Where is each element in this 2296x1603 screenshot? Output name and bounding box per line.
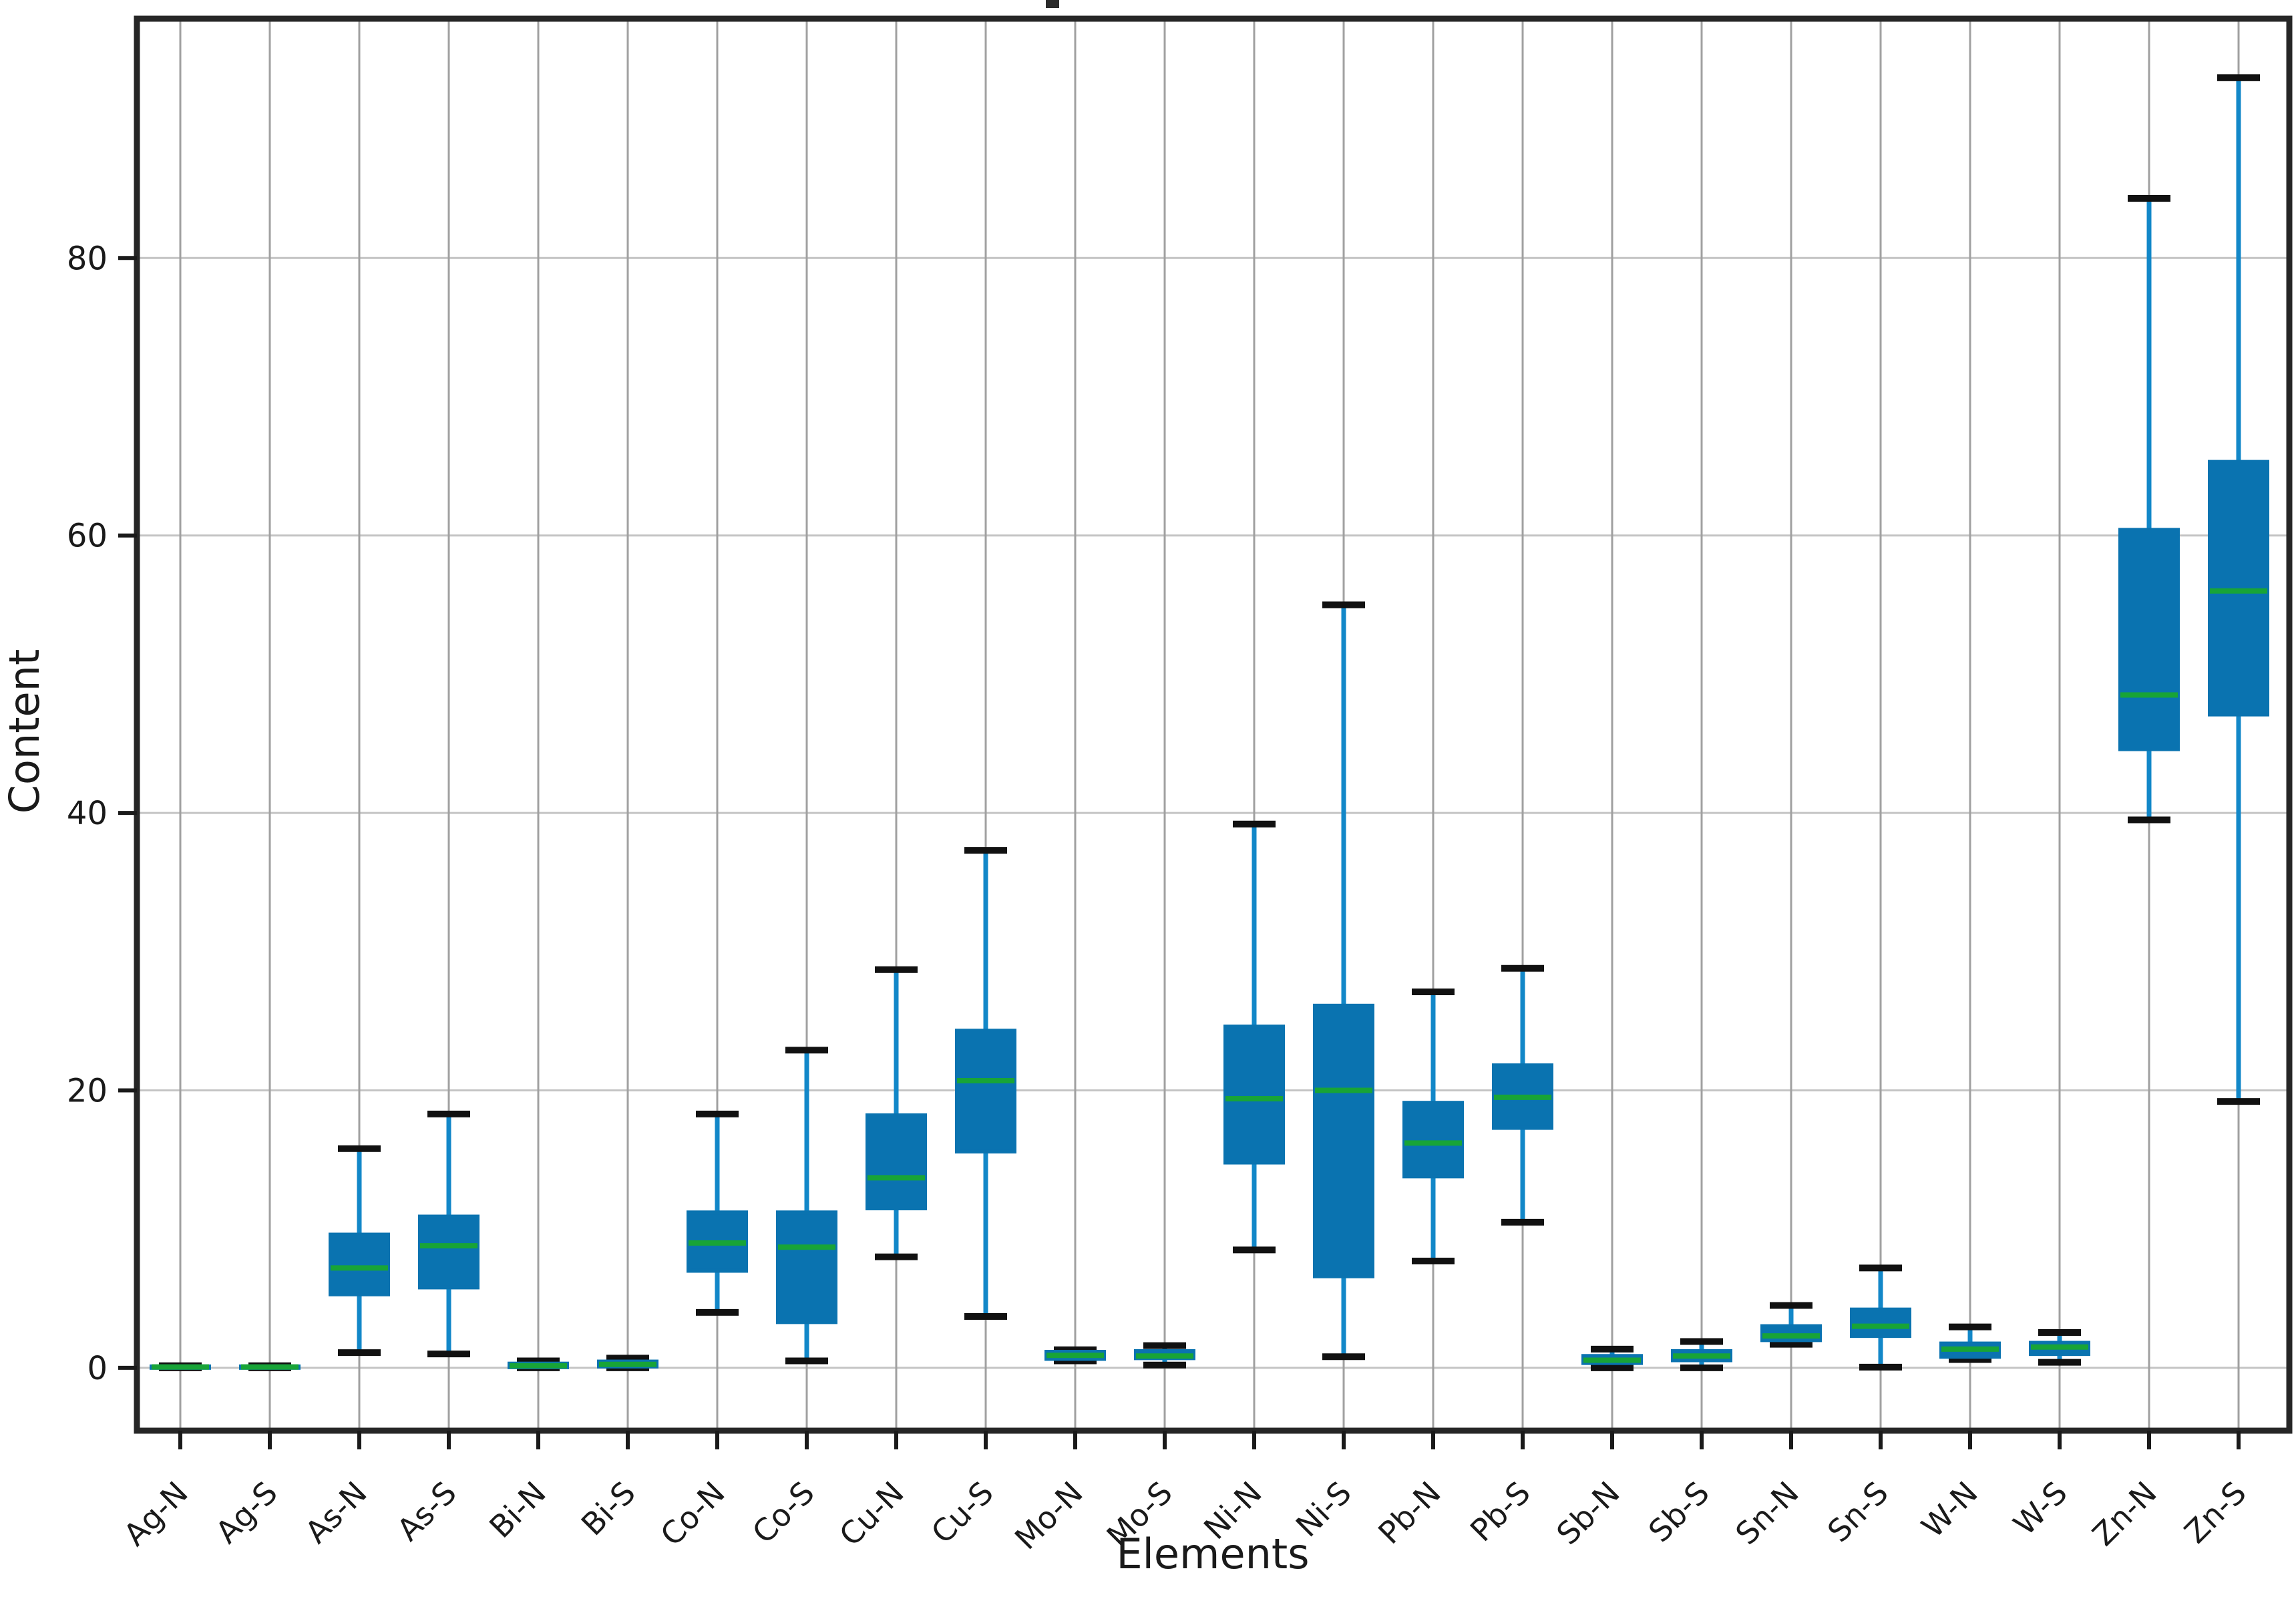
- boxplot-Sb-S: [1671, 1338, 1732, 1371]
- x-tick-label: Mo-N: [1008, 1475, 1090, 1557]
- y-tick-label: 60: [67, 518, 108, 555]
- boxplot-Ni-S: [1313, 601, 1374, 1361]
- boxplot-Ag-S: [239, 1362, 301, 1371]
- boxplot-Mo-S: [1134, 1342, 1195, 1369]
- y-axis: 0 20 40 60 80: [67, 240, 137, 1387]
- x-tick-label: Bi-N: [482, 1475, 553, 1546]
- iqr-box: [1223, 1024, 1285, 1165]
- boxplot-Sn-S: [1850, 1264, 1911, 1371]
- iqr-box: [2208, 460, 2269, 717]
- boxplot-W-S: [2029, 1328, 2090, 1366]
- y-axis-label: Content: [0, 649, 49, 814]
- boxplot-Ag-N: [150, 1362, 211, 1371]
- boxplot-Bi-N: [508, 1357, 569, 1371]
- boxplot-Mo-N: [1044, 1346, 1106, 1365]
- boxplot-Zn-S: [2208, 74, 2269, 1105]
- boxplot-Pb-N: [1402, 989, 1464, 1264]
- x-axis-label: Elements: [1117, 1530, 1310, 1578]
- boxplot-Bi-S: [597, 1355, 658, 1371]
- y-tick-label: 20: [67, 1073, 108, 1110]
- x-tick-label: Zn-S: [2177, 1475, 2253, 1550]
- boxplot-As-S: [418, 1110, 480, 1358]
- vertical-gridlines: [179, 19, 2240, 1431]
- x-tick-label: Cu-S: [924, 1475, 1000, 1551]
- x-tick-label: Sn-S: [1821, 1475, 1895, 1550]
- x-tick-label: Bi-S: [574, 1475, 642, 1543]
- boxplot-Sn-N: [1760, 1302, 1822, 1348]
- x-tick-label: Sn-N: [1728, 1475, 1806, 1552]
- x-tick-label: As-S: [390, 1475, 463, 1548]
- x-tick-label: Ag-N: [117, 1475, 195, 1553]
- y-tick-label: 80: [67, 240, 108, 277]
- boxplot-Co-N: [687, 1110, 748, 1316]
- boxplot-W-N: [1939, 1323, 2001, 1363]
- iqr-box: [329, 1232, 390, 1296]
- iqr-box: [776, 1210, 837, 1324]
- x-tick-label: W-N: [1915, 1475, 1985, 1545]
- iqr-box: [866, 1113, 927, 1211]
- clipped-title-remnant: [1046, 0, 1059, 8]
- boxplot-Cu-N: [866, 966, 927, 1260]
- iqr-box: [955, 1029, 1016, 1153]
- plot-area: 0 20 40 60 80 Ag-N Ag-S As-N As-S Bi-N Bi-S Co-N Co-…: [67, 15, 2293, 1557]
- x-tick-label: W-S: [2006, 1475, 2074, 1542]
- iqr-box: [1313, 1003, 1374, 1278]
- axes-spines: [134, 15, 2293, 1434]
- x-tick-label: Pb-N: [1371, 1475, 1448, 1552]
- x-tick-label: As-N: [298, 1475, 373, 1550]
- horizontal-gridlines: [137, 256, 2289, 1369]
- y-tick-label: 0: [87, 1350, 108, 1387]
- boxplot-Ni-N: [1223, 820, 1285, 1254]
- iqr-box: [1850, 1307, 1911, 1339]
- y-tick-label: 40: [67, 795, 108, 832]
- boxplot-Zn-N: [2118, 194, 2180, 824]
- boxplot-Pb-S: [1492, 964, 1553, 1226]
- x-tick-label: Pb-S: [1463, 1475, 1537, 1549]
- iqr-box: [418, 1214, 480, 1290]
- x-tick-label: Sb-N: [1549, 1475, 1627, 1552]
- boxplot-Cu-S: [955, 847, 1016, 1320]
- x-tick-label: Co-S: [745, 1475, 821, 1551]
- x-tick-label: Zn-N: [2086, 1475, 2164, 1553]
- boxplot-Sb-N: [1581, 1345, 1643, 1371]
- iqr-box: [2118, 528, 2180, 751]
- x-tick-label: Cu-N: [832, 1475, 911, 1554]
- x-tick-label: Sb-S: [1642, 1475, 1716, 1550]
- iqr-box: [1402, 1101, 1464, 1179]
- boxplot-Co-S: [776, 1047, 837, 1365]
- x-tick-label: Ag-S: [208, 1475, 284, 1550]
- x-tick-label: Co-N: [653, 1475, 731, 1553]
- boxplot-As-N: [329, 1145, 390, 1357]
